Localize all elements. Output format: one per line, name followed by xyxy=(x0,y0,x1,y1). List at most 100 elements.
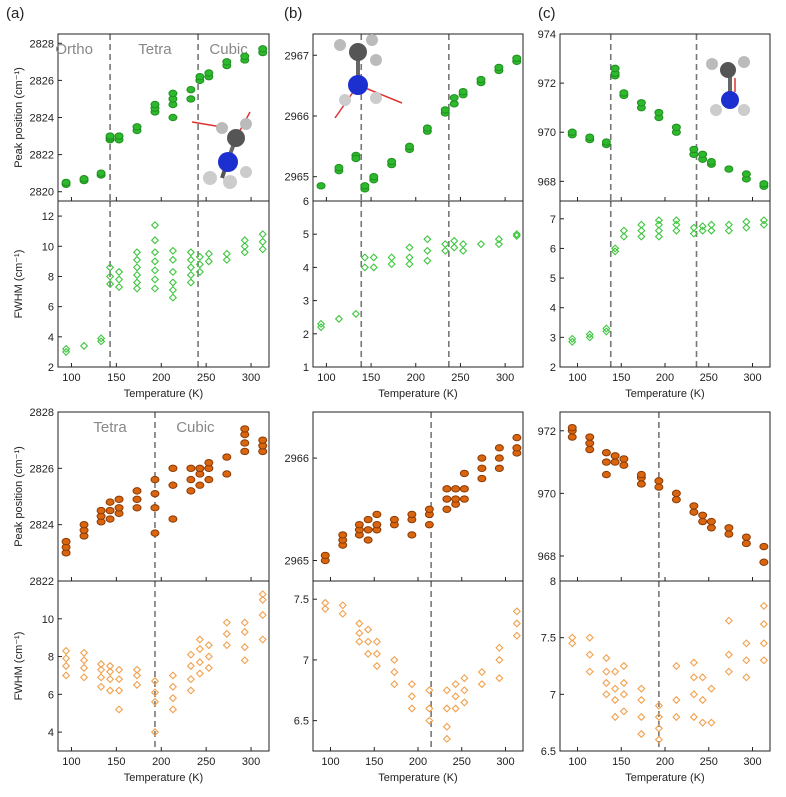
data-point xyxy=(512,54,522,62)
data-point xyxy=(240,248,249,257)
data-point xyxy=(150,677,160,686)
plot-frame xyxy=(559,33,771,202)
data-point xyxy=(477,680,486,689)
data-point xyxy=(258,245,267,254)
y-tick-label: 974 xyxy=(538,29,556,41)
data-point xyxy=(512,433,522,442)
data-point xyxy=(689,673,698,682)
data-point xyxy=(105,498,115,506)
data-point xyxy=(742,639,751,648)
data-point xyxy=(759,220,768,229)
panel-label-c: (c) xyxy=(538,5,556,22)
data-point xyxy=(585,330,594,339)
data-point xyxy=(460,674,469,683)
data-point xyxy=(689,508,699,516)
data-point xyxy=(601,138,611,146)
data-point xyxy=(585,445,595,454)
y-tick-label: 2966 xyxy=(285,453,309,465)
data-point xyxy=(204,459,214,467)
data-point xyxy=(494,240,503,249)
data-point xyxy=(442,495,452,503)
data-point xyxy=(150,236,160,245)
subplot-a-bot-peak: 2822 2824 2826 2828 Peak position (cm⁻¹) Tetr… xyxy=(13,407,270,588)
data-point xyxy=(707,684,716,693)
data-point xyxy=(258,436,268,444)
data-point xyxy=(636,470,646,479)
data-point xyxy=(222,641,231,650)
x-tick-label: 300 xyxy=(496,372,514,384)
data-point xyxy=(451,485,461,493)
data-point xyxy=(585,439,595,447)
data-point xyxy=(258,610,267,620)
y-tick-label: 5 xyxy=(303,229,309,241)
data-point xyxy=(422,124,432,132)
data-point xyxy=(390,667,399,677)
data-point xyxy=(222,58,232,66)
data-point xyxy=(619,690,628,699)
data-point xyxy=(186,255,195,264)
data-point xyxy=(79,341,89,350)
data-point xyxy=(114,686,124,695)
x-tick-label: 150 xyxy=(612,372,630,384)
data-point xyxy=(698,517,708,526)
data-point xyxy=(619,89,629,97)
subplot-b-bot-peak: 2965 2966 xyxy=(285,411,524,582)
data-point xyxy=(195,260,204,269)
data-point xyxy=(442,704,451,713)
data-point xyxy=(689,223,698,232)
data-point xyxy=(610,458,620,466)
data-point xyxy=(62,654,71,663)
data-point xyxy=(672,661,681,671)
data-point xyxy=(724,667,733,676)
molecule-c-icon xyxy=(706,56,750,116)
data-point xyxy=(602,324,611,333)
x-tick-label: 100 xyxy=(568,756,586,768)
data-point xyxy=(114,267,124,277)
y-tick-label: 7 xyxy=(550,214,556,226)
data-point xyxy=(195,644,204,654)
subplot-a-top-fwhm: 100 150 200 250 300 2 4 6 8 10 12 Temperature (K) FW… xyxy=(13,200,270,400)
data-point xyxy=(96,169,106,177)
data-point xyxy=(495,643,504,652)
plot-frame xyxy=(312,580,524,752)
data-point xyxy=(602,667,611,676)
data-point xyxy=(61,178,71,187)
plot-frame xyxy=(312,200,524,368)
data-point xyxy=(150,728,160,737)
data-point xyxy=(442,734,451,743)
data-point xyxy=(150,257,160,266)
data-point xyxy=(114,495,124,504)
data-point xyxy=(459,240,468,249)
data-point xyxy=(698,150,708,159)
data-point xyxy=(363,526,373,534)
data-point xyxy=(222,629,231,638)
data-point xyxy=(150,489,160,498)
data-point xyxy=(387,260,396,269)
data-point xyxy=(204,69,214,77)
data-point xyxy=(619,661,628,671)
data-point xyxy=(132,665,142,674)
y-tick-label: 7 xyxy=(303,655,309,667)
y-tick-label: 968 xyxy=(538,551,556,563)
data-point xyxy=(387,157,397,166)
data-point xyxy=(423,256,432,265)
x-tick-label: 150 xyxy=(612,756,630,768)
data-point xyxy=(258,45,268,53)
data-point xyxy=(441,246,450,255)
data-point xyxy=(477,667,486,677)
plot-frame xyxy=(559,200,771,368)
data-point xyxy=(405,260,414,269)
data-point xyxy=(168,682,178,691)
data-point xyxy=(671,123,681,132)
data-point xyxy=(150,266,160,275)
y-tick-label: 2828 xyxy=(30,38,54,50)
x-tick-label: 200 xyxy=(152,756,170,768)
y-tick-label: 12 xyxy=(42,211,54,223)
data-point xyxy=(355,629,364,638)
data-point xyxy=(495,674,504,683)
data-point xyxy=(240,618,249,627)
data-point xyxy=(512,631,521,640)
y-tick-label: 2822 xyxy=(30,576,54,588)
data-point xyxy=(132,255,142,264)
data-point xyxy=(494,444,504,452)
